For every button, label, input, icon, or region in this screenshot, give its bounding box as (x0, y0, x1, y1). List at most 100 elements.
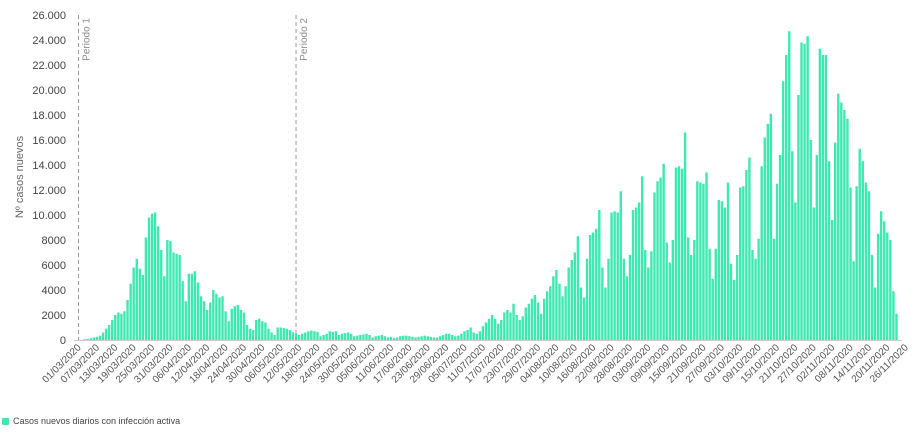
bar (592, 233, 594, 341)
y-tick-label: 14.000 (32, 160, 66, 172)
bar (500, 320, 502, 340)
bar (567, 268, 569, 341)
bar (788, 31, 790, 340)
bar (494, 319, 496, 340)
bar (727, 183, 729, 341)
bar (114, 315, 116, 340)
bar (203, 301, 205, 340)
bar (424, 336, 426, 340)
bar (825, 55, 827, 340)
bar (537, 303, 539, 341)
bar (794, 203, 796, 341)
bar (669, 263, 671, 341)
bar (289, 330, 291, 340)
bar (871, 255, 873, 340)
bar (430, 337, 432, 340)
bar (139, 269, 141, 340)
bar (246, 325, 248, 340)
bar (632, 210, 634, 340)
bar (148, 218, 150, 341)
bar (506, 310, 508, 340)
bar (267, 329, 269, 340)
bar (699, 183, 701, 341)
bar (460, 334, 462, 340)
bar (163, 276, 165, 340)
bar (865, 183, 867, 341)
bar (209, 303, 211, 341)
y-tick-label: 10.000 (32, 210, 66, 222)
bar (877, 234, 879, 340)
bar (191, 274, 193, 340)
bar (810, 140, 812, 340)
bar (748, 158, 750, 341)
bar (215, 294, 217, 340)
bar (629, 255, 631, 340)
bar (659, 178, 661, 341)
bar (767, 124, 769, 340)
bar (313, 331, 315, 340)
bar (273, 335, 275, 340)
bar (715, 249, 717, 340)
bar (803, 44, 805, 340)
bar (427, 336, 429, 340)
bar (564, 286, 566, 340)
bar (276, 328, 278, 341)
bar (482, 326, 484, 340)
bar (402, 336, 404, 340)
bar (684, 133, 686, 341)
bar (626, 276, 628, 340)
bar (724, 208, 726, 341)
bar (194, 271, 196, 340)
bar (448, 334, 450, 340)
bar (522, 316, 524, 340)
bar (286, 329, 288, 340)
bar (806, 36, 808, 340)
bar (172, 253, 174, 341)
bar (690, 255, 692, 340)
bar (512, 304, 514, 340)
y-axis-label: Nº casos nuevos (14, 135, 26, 218)
bar (647, 268, 649, 341)
bar (754, 259, 756, 340)
bar (895, 314, 897, 340)
bar (231, 309, 233, 340)
bar (779, 155, 781, 340)
period-label: Periodo 1 (82, 18, 93, 61)
bar (108, 325, 110, 340)
bar (828, 161, 830, 340)
y-tick-label: 4000 (42, 285, 66, 297)
bar (555, 270, 557, 340)
bar (301, 334, 303, 340)
bar (185, 301, 187, 340)
bar (154, 213, 156, 341)
bar (365, 334, 367, 340)
bar (745, 170, 747, 340)
bar (319, 336, 321, 340)
bar (408, 336, 410, 340)
bar (552, 276, 554, 340)
bar (298, 335, 300, 340)
bar (417, 337, 419, 340)
bar (831, 220, 833, 340)
bar (90, 338, 92, 340)
bar (549, 286, 551, 340)
bar (773, 239, 775, 340)
bar (696, 181, 698, 340)
y-tick-label: 24.000 (32, 35, 66, 47)
bar (368, 335, 370, 340)
bar (846, 119, 848, 340)
bar (411, 337, 413, 340)
bar (617, 213, 619, 341)
bar (711, 279, 713, 340)
bar (515, 315, 517, 340)
bar (178, 255, 180, 340)
y-tick-label: 6000 (42, 260, 66, 272)
bar (666, 243, 668, 341)
bar (577, 236, 579, 340)
bar (889, 240, 891, 340)
bar (813, 208, 815, 341)
bar (157, 226, 159, 340)
bar (528, 304, 530, 340)
bar (181, 281, 183, 340)
bar (702, 184, 704, 340)
